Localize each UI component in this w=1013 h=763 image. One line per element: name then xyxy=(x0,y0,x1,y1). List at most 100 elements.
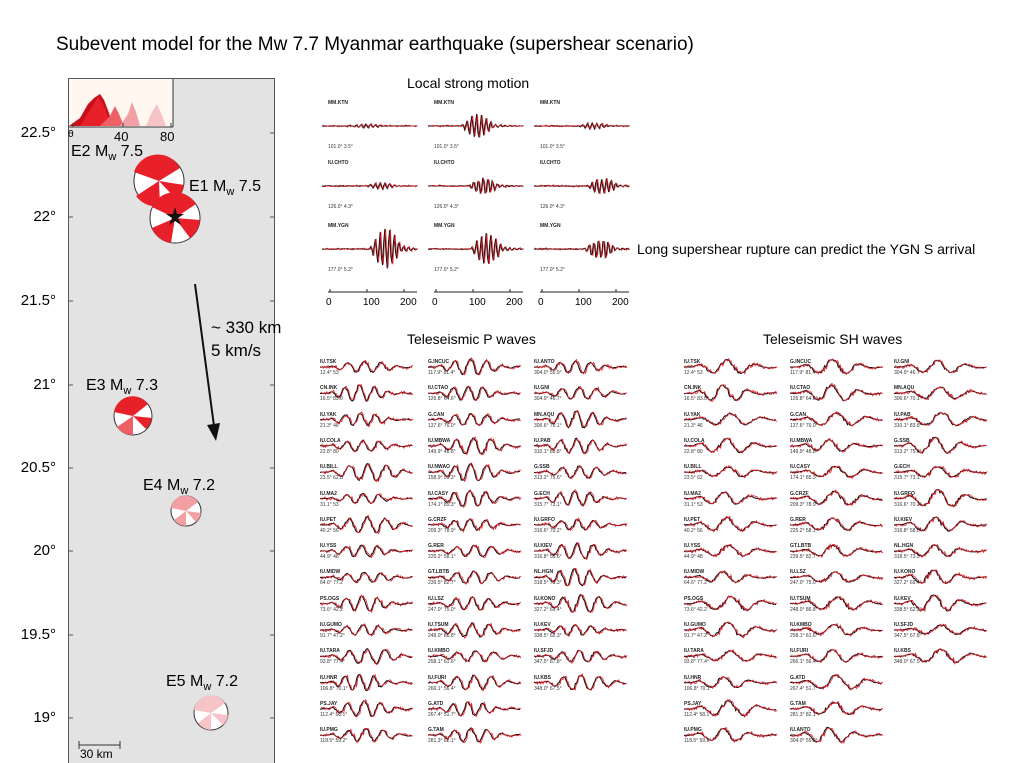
synthetic-trace xyxy=(534,385,628,400)
station-name: IU.LSZ xyxy=(790,569,806,576)
synthetic-trace xyxy=(684,699,778,719)
rupture-length-label: ~ 330 km xyxy=(211,318,282,337)
synthetic-trace xyxy=(428,621,522,639)
observed-trace xyxy=(427,358,521,376)
station-name: IU.SFJD xyxy=(894,622,914,628)
synthetic-trace xyxy=(320,594,414,614)
time-axis-tick-label: 200 xyxy=(400,297,417,308)
station-name: G.RER xyxy=(790,516,806,523)
observed-trace xyxy=(322,123,417,129)
station-name: IU.CHTO xyxy=(328,160,349,166)
station-info: 93.8° 77.4° xyxy=(320,659,345,666)
station-name: MM.KTN xyxy=(328,100,348,106)
beachball-e4 xyxy=(170,495,202,527)
subevent-label-e5: E5 Mw 7.2 xyxy=(166,673,239,694)
station-info: 316.8° 58.6° xyxy=(894,527,922,534)
synthetic-trace xyxy=(790,570,884,584)
synthetic-trace xyxy=(684,649,778,663)
station-info: 118.5° 59.2° xyxy=(320,738,348,745)
station-info: 117.9° 81.4° xyxy=(428,370,456,376)
station-name: IU.YAK xyxy=(320,411,337,418)
observed-trace xyxy=(428,233,524,264)
synthetic-trace xyxy=(428,595,522,611)
station-name: IU.KBS xyxy=(894,648,911,655)
station-info: 318.5° 73.3° xyxy=(894,554,922,561)
station-name: IU.PAB xyxy=(534,437,551,444)
synthetic-trace xyxy=(684,727,778,744)
station-name: MN.AQU xyxy=(534,411,555,418)
station-info: 158.9° 59.3° xyxy=(428,475,456,482)
lat-tick-label: 21.5° xyxy=(20,292,56,309)
station-info: 174.1° 85.3° xyxy=(428,501,456,508)
station-name: G.RER xyxy=(428,543,444,550)
station-name: IU.MIDW xyxy=(320,569,341,576)
synthetic-trace xyxy=(320,438,414,453)
synthetic-trace xyxy=(428,114,525,138)
observed-trace xyxy=(319,673,413,691)
station-info: 16.5° 83.0 xyxy=(320,396,343,403)
station-info: 177.0° 5.2° xyxy=(434,267,459,273)
station-name: IU.KMBO xyxy=(790,622,812,628)
observed-trace xyxy=(321,181,418,191)
station-name: IU.HNR xyxy=(320,674,338,681)
station-info: 31.1° 53 xyxy=(684,501,703,508)
synthetic-trace xyxy=(321,698,414,718)
station-name: IU.GNI xyxy=(894,359,910,365)
synthetic-trace xyxy=(320,544,414,559)
rupture-speed-label: 5 km/s xyxy=(211,341,262,360)
rupture-direction-arrow xyxy=(194,283,220,441)
station-info: 91.7° 47.2° xyxy=(320,633,345,639)
synthetic-trace xyxy=(894,437,988,455)
synthetic-trace xyxy=(684,465,778,479)
synthetic-trace xyxy=(790,673,884,691)
synthetic-trace xyxy=(790,596,884,612)
synthetic-trace xyxy=(684,543,778,558)
station-info: 266.1° 56.4° xyxy=(428,685,456,692)
station-info: 247.0° 75.0° xyxy=(790,580,818,587)
observed-trace xyxy=(789,384,883,402)
station-info: 137.6° 76.0° xyxy=(790,422,818,429)
observed-trace xyxy=(533,178,630,194)
station-name: G.CAN xyxy=(790,411,807,418)
station-name: IU.GUMO xyxy=(684,622,706,628)
beachball-e5 xyxy=(193,695,229,731)
station-info: 348.0° 67.5° xyxy=(894,659,922,666)
station-info: 266.1° 56.4° xyxy=(790,659,818,666)
station-name: IU.MBWA xyxy=(428,437,451,444)
station-name: CN.INK xyxy=(684,385,702,392)
station-name: G.CAN xyxy=(428,411,445,418)
stf-tick-label: 40 xyxy=(114,129,129,144)
station-name: IU.CASY xyxy=(790,464,811,471)
station-info: 22.8° 80 xyxy=(684,448,703,455)
source-time-function-inset xyxy=(69,79,174,128)
station-info: 304.9° 46.7° xyxy=(534,396,562,403)
synthetic-trace xyxy=(894,648,988,665)
stf-tick-label: 80 xyxy=(160,129,175,144)
beachball-e3 xyxy=(113,396,153,436)
station-info: 64.6° 77.2 xyxy=(684,580,707,587)
synthetic-trace xyxy=(535,438,628,455)
station-name: G.TAM xyxy=(790,700,806,707)
station-info: 101.0° 3.5° xyxy=(328,144,353,150)
station-name: IU.NWAO xyxy=(428,464,450,471)
lat-tick-label: 20° xyxy=(33,542,56,559)
synthetic-trace xyxy=(684,675,778,690)
synthetic-trace xyxy=(428,462,522,483)
observed-trace xyxy=(790,412,883,426)
station-name: IU.GRFO xyxy=(894,490,915,497)
station-name: G.INCUC xyxy=(428,359,450,365)
station-name: GT.LBTB xyxy=(790,543,812,550)
station-info: 21.3° 46 xyxy=(320,422,339,429)
synthetic-trace xyxy=(894,385,988,401)
synthetic-trace xyxy=(534,649,628,664)
station-info: 23.5° 62.8 xyxy=(320,475,343,482)
synthetic-trace xyxy=(322,181,418,191)
observed-trace xyxy=(533,437,627,454)
station-info: 316.6° 70.2° xyxy=(894,501,922,508)
station-name: IU.BILL xyxy=(320,464,338,471)
station-info: 258.1° 61.6° xyxy=(428,659,456,666)
station-info: 209.3° 78.9° xyxy=(790,501,818,508)
station-info: 338.5° 62.3° xyxy=(534,633,562,639)
station-name: PS.JAY xyxy=(320,700,338,707)
station-name: IU.CHTO xyxy=(540,160,561,166)
